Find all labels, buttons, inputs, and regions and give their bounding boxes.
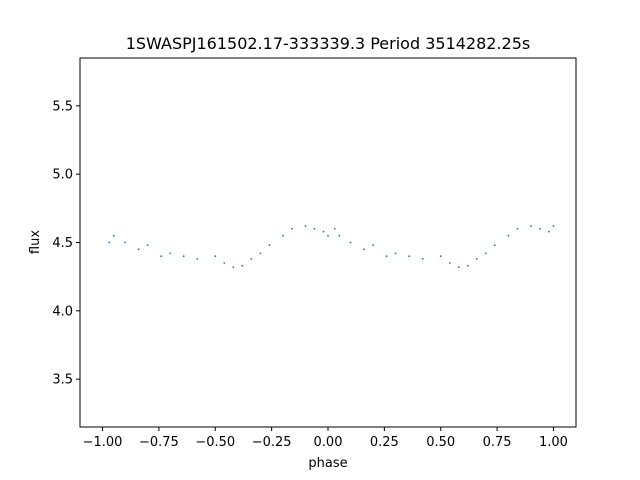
data-point bbox=[169, 252, 172, 255]
x-tick-label: −0.75 bbox=[139, 435, 179, 450]
y-axis-label: flux bbox=[28, 230, 43, 254]
data-point bbox=[385, 255, 388, 258]
data-point bbox=[493, 244, 496, 247]
x-tick-label: −0.25 bbox=[252, 435, 292, 450]
data-point bbox=[259, 252, 262, 255]
data-point bbox=[282, 234, 284, 237]
data-point bbox=[241, 264, 244, 267]
data-point bbox=[333, 227, 336, 230]
data-point bbox=[322, 230, 325, 233]
data-point bbox=[548, 230, 550, 233]
data-point bbox=[232, 266, 235, 268]
x-tick-label: 1.00 bbox=[539, 435, 568, 450]
data-point bbox=[421, 258, 424, 260]
data-point bbox=[484, 252, 487, 255]
data-point bbox=[372, 244, 374, 247]
x-tick-label: 0.25 bbox=[370, 435, 399, 450]
data-point bbox=[363, 248, 365, 251]
data-point bbox=[250, 258, 253, 260]
y-tick-label: 4.5 bbox=[52, 236, 73, 251]
data-point bbox=[439, 255, 442, 258]
y-tick-label: 5.0 bbox=[52, 168, 73, 183]
data-point bbox=[539, 227, 541, 230]
x-tick-label: 0.50 bbox=[426, 435, 455, 450]
data-point bbox=[291, 227, 293, 230]
x-axis-label: phase bbox=[308, 456, 347, 471]
y-tick-label: 4.0 bbox=[52, 304, 73, 319]
data-point bbox=[313, 227, 316, 230]
data-point bbox=[466, 264, 469, 267]
y-tick-label: 3.5 bbox=[52, 373, 73, 388]
data-point bbox=[223, 262, 226, 264]
data-point bbox=[552, 225, 555, 228]
x-tick-label: −1.00 bbox=[83, 435, 123, 450]
x-axis-ticks: −1.00 −0.75 −0.50 −0.25 0.00 0.25 0.50 0.75 1.00 bbox=[83, 427, 568, 450]
chart-title: 1SWASPJ161502.17-333339.3 Period 3514282… bbox=[126, 34, 531, 53]
data-point bbox=[338, 234, 341, 237]
data-point bbox=[146, 244, 149, 247]
data-point bbox=[196, 258, 199, 260]
x-tick-label: −0.50 bbox=[195, 435, 235, 450]
data-point bbox=[137, 248, 140, 251]
data-point bbox=[349, 241, 352, 244]
data-point bbox=[268, 244, 271, 247]
data-point bbox=[507, 234, 510, 237]
data-point bbox=[327, 234, 329, 237]
y-axis-ticks: 3.5 4.0 4.5 5.0 5.5 bbox=[52, 99, 80, 388]
data-point bbox=[475, 258, 478, 260]
data-point bbox=[394, 252, 397, 255]
data-point bbox=[108, 241, 111, 244]
data-point bbox=[182, 255, 185, 258]
y-tick-label: 5.5 bbox=[52, 99, 73, 114]
data-point bbox=[160, 255, 163, 258]
data-point bbox=[408, 255, 411, 258]
x-tick-label: 0.75 bbox=[483, 435, 512, 450]
data-point bbox=[457, 266, 460, 268]
x-tick-label: 0.00 bbox=[314, 435, 343, 450]
data-point bbox=[304, 225, 307, 228]
data-points bbox=[108, 225, 555, 268]
data-point bbox=[530, 225, 532, 228]
data-point bbox=[112, 234, 115, 237]
data-point bbox=[448, 262, 451, 264]
data-point bbox=[516, 227, 519, 230]
data-point bbox=[214, 255, 217, 258]
data-point bbox=[124, 241, 126, 244]
